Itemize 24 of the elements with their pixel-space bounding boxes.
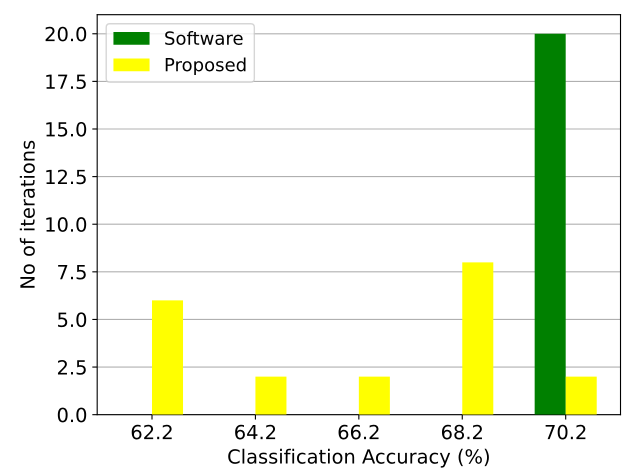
y-tick-label: 12.5 bbox=[46, 170, 86, 184]
x-tick-label: 66.2 bbox=[338, 424, 379, 440]
y-tick-label: 20.0 bbox=[46, 26, 86, 42]
legend-label: Proposed bbox=[166, 57, 246, 75]
bar bbox=[534, 34, 566, 415]
y-tick-label: 17.5 bbox=[46, 74, 86, 90]
bar bbox=[358, 376, 390, 415]
x-tick-label: 64.2 bbox=[235, 424, 276, 440]
bar bbox=[152, 300, 184, 415]
y-tick-label: 7.5 bbox=[58, 265, 86, 280]
y-axis-title: No of iterations bbox=[20, 140, 35, 288]
legend-label: Software bbox=[165, 30, 243, 45]
y-tick-label: 10.0 bbox=[46, 217, 86, 232]
y-tick-label: 0.0 bbox=[58, 408, 86, 422]
x-axis-title: Classification Accuracy (%) bbox=[228, 448, 489, 468]
y-tick-label: 5.0 bbox=[58, 312, 86, 328]
x-tick-label: 70.2 bbox=[546, 424, 586, 440]
bar bbox=[566, 376, 597, 415]
y-tick-label: 15.0 bbox=[46, 122, 86, 137]
x-tick-label: 68.2 bbox=[442, 424, 482, 440]
x-tick-label: 62.2 bbox=[132, 424, 172, 440]
bar bbox=[255, 376, 286, 415]
y-tick-label: 2.5 bbox=[58, 360, 86, 375]
bar bbox=[462, 262, 494, 415]
